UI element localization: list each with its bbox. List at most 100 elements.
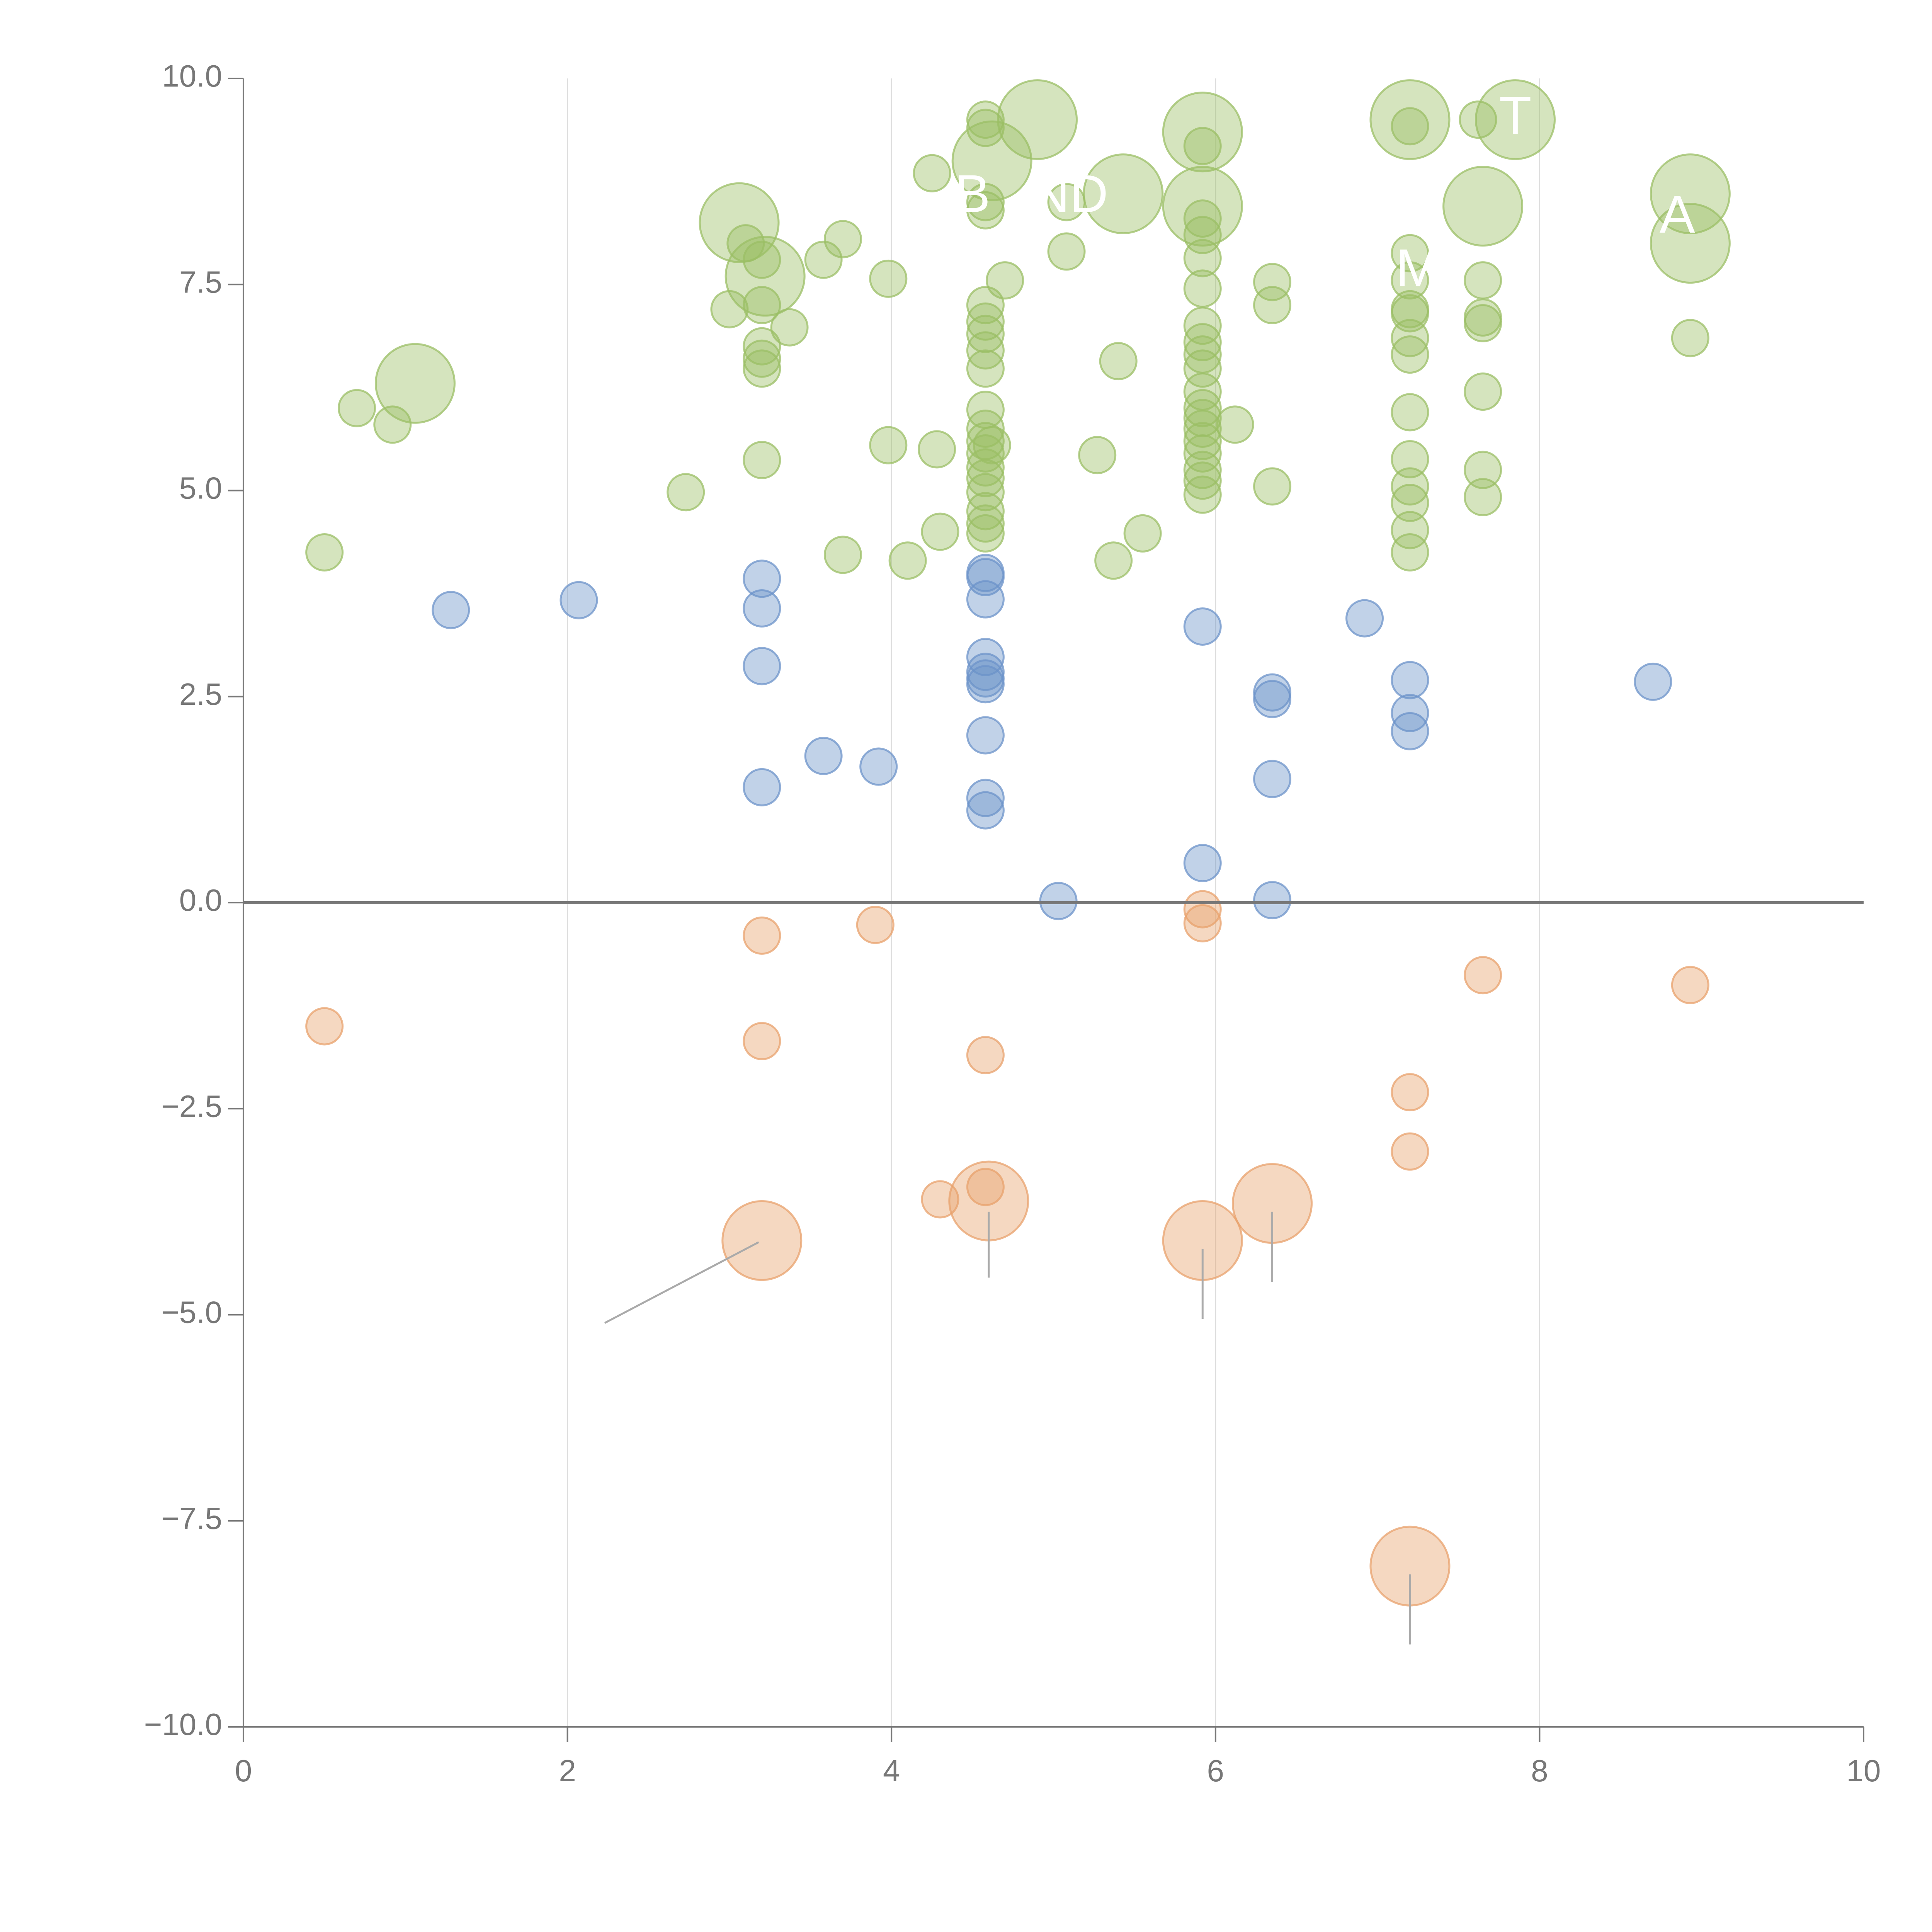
data-point <box>966 191 1005 230</box>
data-point <box>966 315 1005 353</box>
data-point <box>1183 269 1222 308</box>
data-point <box>966 791 1005 830</box>
data-point <box>743 1022 781 1060</box>
data-point <box>1183 216 1222 254</box>
data-point <box>966 638 1005 676</box>
data-point <box>1253 467 1292 506</box>
data-point <box>966 514 1005 553</box>
x-tick-label: 8 <box>1531 1753 1548 1788</box>
data-point <box>918 430 956 469</box>
data-point <box>1391 467 1429 506</box>
data-point <box>966 1036 1005 1075</box>
data-point <box>1391 712 1429 750</box>
data-point <box>1183 389 1222 427</box>
point-annotation: T <box>1499 86 1531 145</box>
data-point <box>951 120 1032 201</box>
data-point <box>374 343 456 424</box>
data-point <box>966 349 1005 388</box>
data-point <box>804 240 843 279</box>
data-point <box>1094 541 1133 580</box>
data-point <box>1183 127 1222 165</box>
data-point <box>1253 286 1292 325</box>
data-point <box>1634 662 1672 701</box>
data-point <box>743 240 781 279</box>
data-point <box>804 736 843 775</box>
point-annotation: ND <box>1031 164 1108 224</box>
data-point <box>1464 451 1502 489</box>
data-point <box>1183 461 1222 500</box>
series-negative <box>305 890 1709 1607</box>
data-point <box>1442 166 1524 247</box>
data-point <box>888 541 927 580</box>
data-point <box>1183 239 1222 277</box>
data-point <box>1078 436 1117 474</box>
data-point <box>305 533 344 571</box>
data-point <box>997 79 1078 160</box>
data-point <box>1253 881 1292 920</box>
data-point <box>1391 511 1429 549</box>
data-point <box>1391 107 1429 146</box>
data-point <box>1183 844 1222 883</box>
points-layer <box>305 79 1731 1607</box>
data-point <box>1183 434 1222 473</box>
data-point <box>1391 335 1429 374</box>
data-point <box>1671 966 1709 1004</box>
data-point <box>1183 607 1222 646</box>
data-point <box>966 504 1005 543</box>
data-point <box>1162 92 1243 173</box>
data-point <box>966 302 1005 341</box>
y-tick-label: −5.0 <box>161 1295 222 1330</box>
data-point <box>1047 232 1086 271</box>
data-point <box>1253 263 1292 301</box>
data-point <box>1123 514 1162 553</box>
y-tick-label: 0.0 <box>179 883 222 917</box>
data-point <box>1391 1132 1429 1171</box>
x-tick-label: 2 <box>559 1753 576 1788</box>
data-point <box>743 560 781 598</box>
data-point <box>966 492 1005 531</box>
data-point <box>1650 153 1731 235</box>
data-point <box>1464 956 1502 995</box>
data-point <box>966 779 1005 817</box>
point-annotation: B <box>955 164 990 224</box>
x-tick-label: 10 <box>1847 1753 1881 1788</box>
data-point <box>1162 166 1243 247</box>
data-point <box>859 747 898 786</box>
data-point <box>432 591 470 629</box>
data-point <box>1464 478 1502 517</box>
data-point <box>338 389 376 427</box>
y-tick-label: 5.0 <box>179 471 222 505</box>
data-point <box>1183 349 1222 388</box>
data-point <box>1369 79 1451 160</box>
data-point <box>743 349 781 388</box>
data-point <box>966 1168 1005 1206</box>
data-point <box>1183 904 1222 942</box>
data-point <box>1391 533 1429 571</box>
x-tick-label: 0 <box>235 1753 252 1788</box>
data-point <box>743 768 781 806</box>
data-point <box>1183 323 1222 362</box>
y-tick-label: 10.0 <box>162 59 222 93</box>
data-point <box>973 426 1011 464</box>
data-point <box>823 220 862 259</box>
data-point <box>1391 661 1429 699</box>
data-point <box>1459 100 1497 139</box>
data-point <box>856 906 895 944</box>
x-tick-label: 6 <box>1207 1753 1225 1788</box>
data-point <box>1391 393 1429 432</box>
data-point <box>743 589 781 628</box>
series-high <box>305 79 1731 580</box>
series-low <box>432 554 1672 920</box>
data-point <box>1391 483 1429 522</box>
data-point <box>869 426 908 464</box>
data-point <box>1216 405 1254 444</box>
data-point <box>1391 319 1429 357</box>
data-point <box>1464 372 1502 411</box>
data-point <box>373 405 412 444</box>
data-point <box>823 536 862 574</box>
data-point <box>1183 199 1222 238</box>
data-point <box>724 236 806 317</box>
data-point <box>986 261 1024 300</box>
